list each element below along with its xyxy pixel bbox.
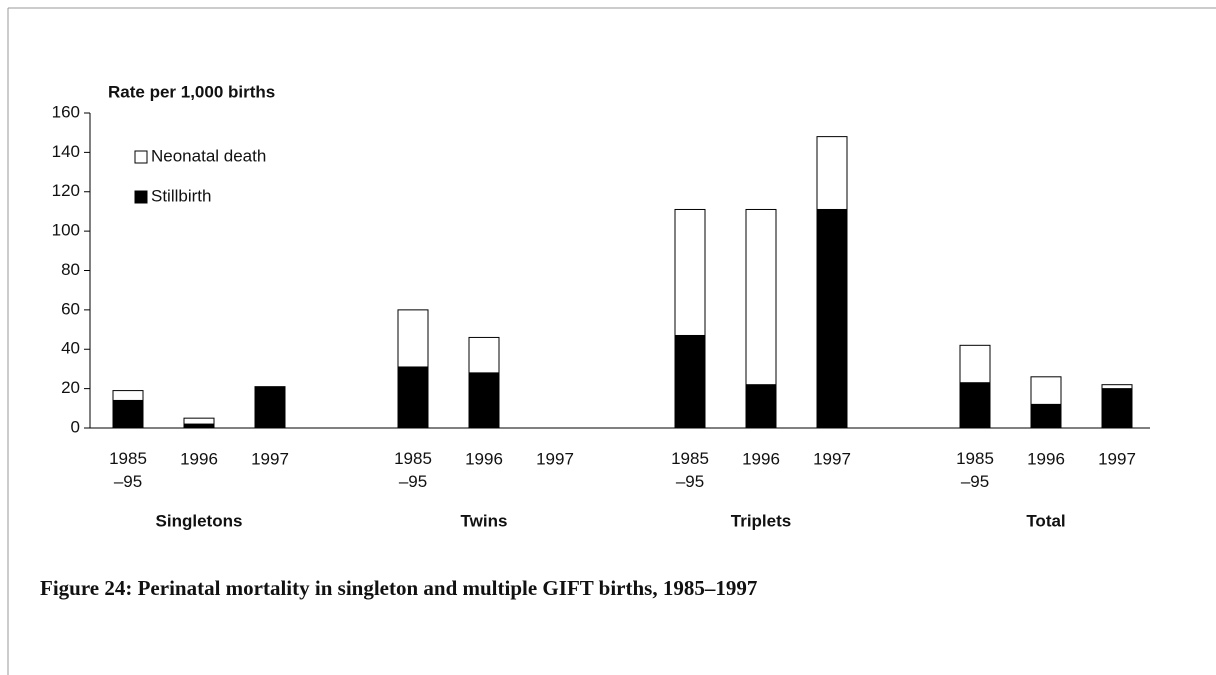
caption: Figure 24: Perinatal mortality in single… bbox=[40, 576, 757, 600]
bar-segment bbox=[674, 208, 706, 336]
x-tick-label: 1985 –95 bbox=[956, 449, 994, 491]
x-tick-label: 1997 bbox=[1098, 449, 1136, 468]
bar-segment bbox=[112, 390, 144, 401]
y-tick-label: 20 bbox=[61, 378, 80, 397]
bar-segment bbox=[468, 372, 500, 429]
bar-segment bbox=[745, 384, 777, 429]
x-tick-label: 1996 bbox=[465, 449, 503, 468]
bar-segment bbox=[183, 423, 215, 429]
x-tick-label: 1985 –95 bbox=[394, 449, 432, 491]
bar-segment bbox=[468, 336, 500, 374]
bar-segment bbox=[183, 417, 215, 425]
x-tick-label: 1996 bbox=[742, 449, 780, 468]
y-tick-label: 160 bbox=[52, 102, 80, 121]
bar-segment bbox=[1030, 403, 1062, 429]
x-tick-label: 1985 –95 bbox=[671, 449, 709, 491]
y-tick-label: 100 bbox=[52, 221, 80, 240]
bar-segment bbox=[674, 334, 706, 429]
bar-segment bbox=[1101, 388, 1133, 429]
y-tick-label: 120 bbox=[52, 181, 80, 200]
y-tick-label: 60 bbox=[61, 299, 80, 318]
bar-segment bbox=[816, 208, 848, 429]
bar-segment bbox=[397, 366, 429, 429]
x-tick-label: 1996 bbox=[1027, 449, 1065, 468]
y-axis-label: Rate per 1,000 births bbox=[108, 82, 275, 101]
bar-segment bbox=[112, 399, 144, 429]
legend-label: Neonatal death bbox=[151, 146, 266, 165]
x-tick-label: 1997 bbox=[813, 449, 851, 468]
bar-segment bbox=[816, 136, 848, 210]
legend-swatch bbox=[134, 190, 148, 204]
x-tick-label: 1997 bbox=[251, 449, 289, 468]
bar-segment bbox=[745, 208, 777, 386]
group-label: Twins bbox=[461, 511, 508, 530]
bar-segment bbox=[959, 344, 991, 384]
bar-segment bbox=[254, 386, 286, 429]
group-label: Total bbox=[1026, 511, 1065, 530]
group-label: Singletons bbox=[156, 511, 243, 530]
bar-segment bbox=[1101, 384, 1133, 390]
bar-segment bbox=[397, 309, 429, 368]
y-tick-label: 80 bbox=[61, 260, 80, 279]
bar-segment bbox=[1030, 376, 1062, 405]
group-label: Triplets bbox=[731, 511, 791, 530]
y-tick-label: 0 bbox=[71, 417, 80, 436]
legend-label: Stillbirth bbox=[151, 186, 211, 205]
bar-segment bbox=[959, 382, 991, 429]
y-tick-label: 40 bbox=[61, 339, 80, 358]
x-tick-label: 1997 bbox=[536, 449, 574, 468]
x-tick-label: 1985 –95 bbox=[109, 449, 147, 491]
legend-swatch bbox=[134, 150, 148, 164]
x-tick-label: 1996 bbox=[180, 449, 218, 468]
y-tick-label: 140 bbox=[52, 142, 80, 161]
